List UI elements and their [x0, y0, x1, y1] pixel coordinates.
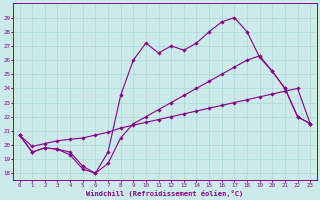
X-axis label: Windchill (Refroidissement éolien,°C): Windchill (Refroidissement éolien,°C)	[86, 190, 244, 197]
